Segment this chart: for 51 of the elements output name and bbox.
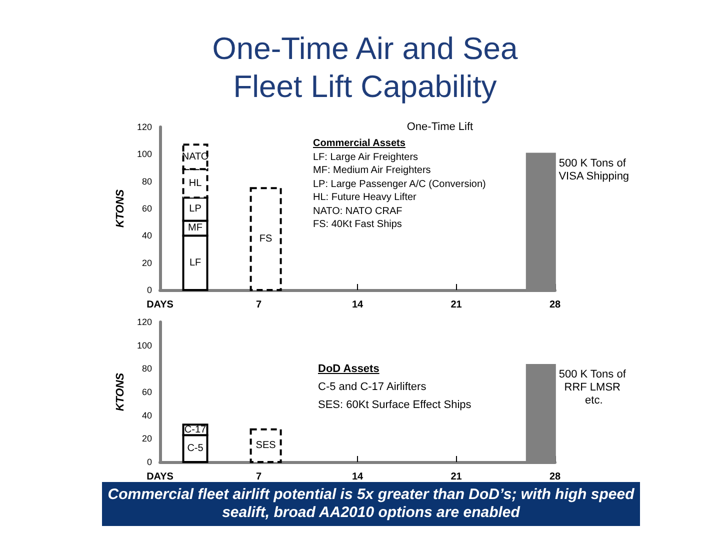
y-tick-label: 60 (142, 204, 152, 214)
x-tick-label: DAYS (146, 300, 174, 310)
annotation: C-5 and C-17 Airlifters (318, 381, 426, 393)
text: Commercial fleet airlift potential is 5x greater than DoD’s; with high speed sealift, broad AA2010 options are enabled (102, 482, 640, 526)
series-label: FS (259, 234, 273, 245)
annotation: LP: Large Passenger A/C (Conversion) (313, 178, 486, 190)
y-tick-label: 0 (146, 457, 152, 467)
bar (250, 428, 282, 463)
y-tick-label: 80 (142, 176, 152, 186)
x-tick-label: 21 (450, 300, 462, 310)
x-tick-label: 7 (256, 300, 262, 310)
annotation: Commercial Assets (313, 138, 406, 149)
series-label: C-17 (184, 424, 207, 436)
chart-subtitle: One-Time Lift (406, 121, 474, 133)
annotation: SES: 60Kt Surface Effect Ships (318, 399, 472, 411)
y-tick-label: 120 (136, 317, 152, 327)
series-label: 500 K Tons of RRF LMSR etc. (558, 368, 629, 406)
x-tick-label: DAYS (146, 472, 174, 482)
y-tick-label: 80 (142, 364, 152, 374)
y-tick-label: 20 (142, 258, 152, 268)
x-tick-label: 21 (450, 472, 462, 482)
x-tick-label: 14 (352, 300, 364, 310)
y-tick-label: 0 (146, 285, 152, 295)
y-tick-label: 120 (136, 122, 152, 132)
series-label: LP (189, 204, 202, 215)
annotation: NATO: NATO CRAF (313, 206, 402, 216)
bar (250, 187, 282, 291)
y-tick-label: 40 (142, 230, 152, 241)
annotation: MF: Medium Air Freighters (313, 165, 431, 176)
series-label: SES (256, 440, 276, 452)
y-tick-label: 60 (142, 387, 152, 397)
chart-title: One-Time Air and Sea Fleet Lift Capability (211, 30, 519, 106)
y-axis-title: KTONS (114, 188, 127, 228)
y-tick-label: 40 (142, 410, 152, 420)
x-tick-label: 7 (256, 472, 262, 482)
annotation: HL: Future Heavy Lifter (313, 192, 416, 203)
x-tick-label: 14 (352, 472, 364, 482)
x-tick-label: 28 (549, 300, 561, 310)
y-tick-label: 100 (136, 149, 152, 160)
series-label: 500 K Tons of VISA Shipping (558, 157, 630, 182)
series-label: C-5 (187, 443, 204, 454)
series-label: MF (188, 222, 202, 234)
x-tick-label: 28 (549, 472, 561, 482)
y-tick-label: 100 (136, 340, 152, 350)
series-label: LF (189, 257, 202, 268)
annotation: FS: 40Kt Fast Ships (313, 219, 402, 230)
annotation: DoD Assets (318, 363, 380, 375)
annotation: LF: Large Air Freighters (313, 152, 418, 162)
y-axis-title: KTONS (114, 372, 127, 412)
y-tick-label: 20 (142, 434, 152, 444)
series-label: HL (188, 178, 202, 189)
